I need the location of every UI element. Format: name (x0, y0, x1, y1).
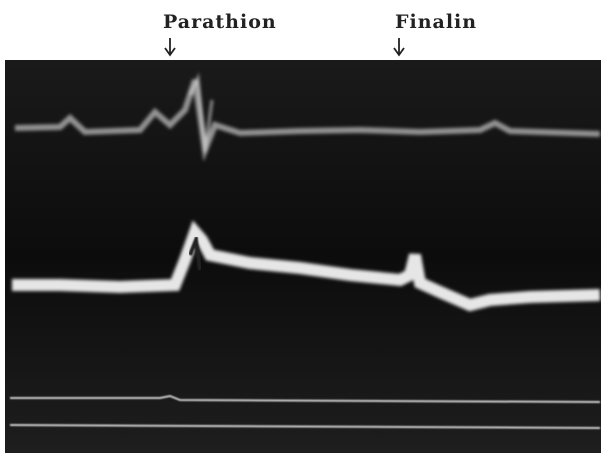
arrow (165, 38, 404, 55)
drug-label: Parathion (163, 11, 277, 33)
recording-panel (5, 60, 601, 453)
drug-label: Finalin (395, 11, 477, 33)
page: Parathion Finalin (() => { const data = … (0, 0, 601, 453)
recording-figure: Parathion Finalin (0, 0, 601, 453)
